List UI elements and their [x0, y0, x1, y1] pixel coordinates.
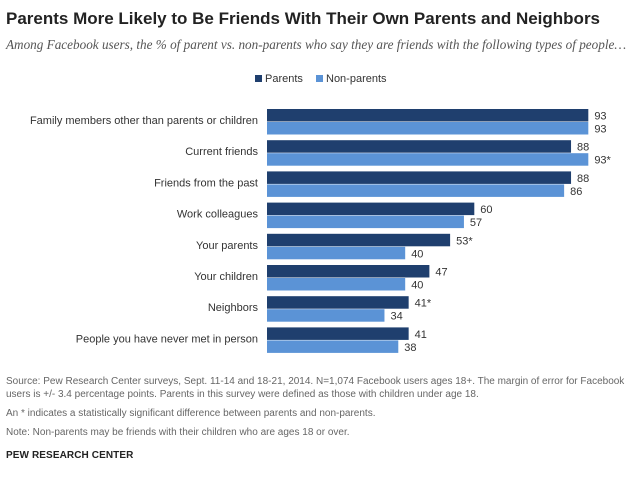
bar-parents	[267, 171, 572, 184]
source-note: Source: Pew Research Center surveys, Sep…	[6, 375, 636, 401]
general-note: Note: Non-parents may be friends with th…	[6, 427, 350, 438]
bar-non-parents	[267, 278, 406, 291]
bar-non-parents	[267, 309, 385, 322]
value-label: 88	[577, 142, 589, 154]
value-label: 41	[415, 329, 427, 341]
chart-title: Parents More Likely to Be Friends With T…	[6, 9, 601, 28]
value-label: 40	[411, 248, 423, 260]
value-label: 40	[411, 280, 423, 292]
source-note-line-1: Source: Pew Research Center surveys, Sep…	[6, 376, 625, 387]
chart-subtitle: Among Facebook users, the % of parent vs…	[6, 37, 627, 52]
bar-non-parents	[267, 340, 399, 353]
bar-non-parents	[267, 122, 589, 135]
value-label: 53*	[456, 235, 473, 247]
bar-non-parents	[267, 184, 565, 197]
bar-parents	[267, 233, 451, 247]
chart-notes: Source: Pew Research Center surveys, Sep…	[6, 375, 636, 445]
bar-parents	[267, 265, 430, 278]
value-label: 93	[594, 111, 606, 123]
category-label: Your children	[194, 271, 258, 283]
category-label: Your parents	[196, 240, 258, 252]
category-label: Neighbors	[208, 302, 259, 314]
value-label: 57	[470, 217, 482, 229]
value-label: 93	[594, 124, 606, 136]
category-label: Work colleagues	[177, 209, 259, 221]
bar-parents	[267, 140, 572, 153]
value-label: 38	[404, 342, 416, 354]
value-label: 47	[435, 267, 447, 279]
source-note-line-2: users is +/- 3.4 percentage points. Pare…	[6, 389, 479, 400]
category-label: Current friends	[185, 146, 258, 158]
legend-label-1: Non-parents	[326, 73, 387, 85]
category-label: Friends from the past	[154, 177, 258, 189]
category-label: People you have never met in person	[76, 333, 258, 345]
value-label: 60	[480, 204, 492, 216]
value-label: 88	[577, 173, 589, 185]
bar-non-parents	[267, 215, 464, 229]
value-label: 41*	[415, 298, 432, 310]
value-label: 34	[390, 311, 402, 323]
value-label: 86	[570, 186, 582, 198]
asterisk-note: An * indicates a statistically significa…	[6, 408, 376, 419]
footer-credit: PEW RESEARCH CENTER	[6, 450, 134, 461]
legend-swatch-1	[316, 75, 323, 82]
bar-parents	[267, 202, 475, 216]
bar-chart: Parents Non-parents Family members other t…	[30, 73, 612, 354]
bar-non-parents	[267, 153, 589, 166]
value-label: 93*	[594, 155, 611, 167]
bar-parents	[267, 109, 589, 122]
legend-swatch-0	[255, 75, 262, 82]
legend-label-0: Parents	[265, 73, 303, 85]
bar-parents	[267, 327, 409, 340]
bar-non-parents	[267, 246, 406, 260]
bar-parents	[267, 296, 409, 309]
category-label: Family members other than parents or chi…	[30, 115, 258, 127]
